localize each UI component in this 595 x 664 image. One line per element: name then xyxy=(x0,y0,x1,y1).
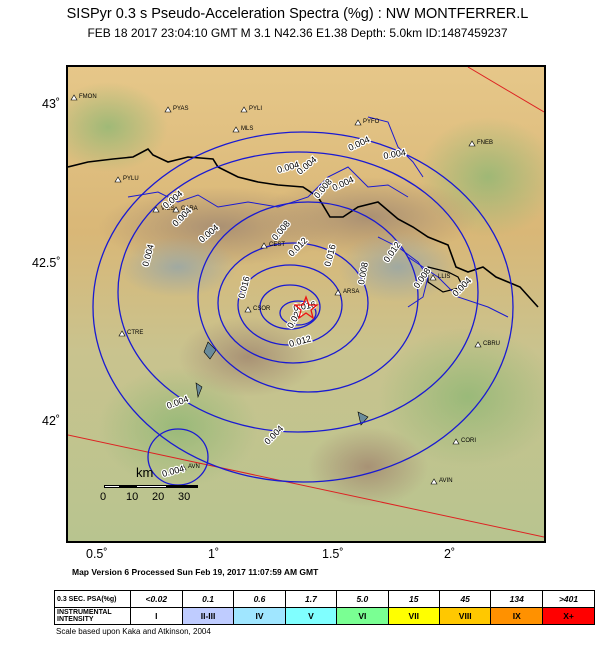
city-label: LLIS xyxy=(438,274,450,280)
scalebar-tick-10: 10 xyxy=(126,491,139,503)
terrain-map: FMON PYAS PYLI MLS PYFO FNEB PYLU VIES CARA CEST A… xyxy=(68,67,544,541)
city-marker-icon xyxy=(179,464,187,471)
city-label: ARSA xyxy=(343,289,359,295)
city-marker-icon xyxy=(430,478,438,485)
city-marker-icon xyxy=(354,119,362,126)
scale-note: Scale based upon Kaka and Atkinson, 2004 xyxy=(56,627,211,636)
city-marker-icon xyxy=(118,330,126,337)
city-marker-icon xyxy=(232,126,240,133)
legend-psa-row: 0.3 SEC. PSA(%g) <0.02 0.1 0.6 1.7 5.0 1… xyxy=(54,590,595,608)
city-label: FNEB xyxy=(477,140,493,146)
city-label: AVIN xyxy=(439,478,453,484)
legend-psa-value: >401 xyxy=(542,590,595,608)
legend-intensity-cell: II-III xyxy=(181,607,235,625)
city-marker-icon xyxy=(240,106,248,113)
legend-psa-value: 15 xyxy=(387,590,440,608)
city-label: PYAS xyxy=(173,106,189,112)
lat-label-42: 42˚ xyxy=(42,414,61,428)
city-marker-icon xyxy=(334,289,342,296)
scalebar: km 0 10 20 30 xyxy=(98,465,208,509)
legend-intensity-cell: X+ xyxy=(542,607,595,625)
lon-label-1-5: 1.5˚ xyxy=(322,547,344,561)
map-subtitle: FEB 18 2017 23:04:10 GMT M 3.1 N42.36 E1… xyxy=(87,26,508,40)
city-label: AVN xyxy=(188,464,200,470)
city-label: MLS xyxy=(241,126,253,132)
version-text: Map Version 6 Processed Sun Feb 19, 2017… xyxy=(72,567,319,577)
legend-psa-header: 0.3 SEC. PSA(%g) xyxy=(54,590,131,608)
city-marker-icon xyxy=(244,306,252,313)
city-marker-icon xyxy=(260,242,268,249)
intensity-legend: 0.3 SEC. PSA(%g) <0.02 0.1 0.6 1.7 5.0 1… xyxy=(54,590,595,625)
city-marker-icon xyxy=(114,176,122,183)
city-marker-icon xyxy=(468,140,476,147)
city-label: FMON xyxy=(79,94,97,100)
city-label: VIES xyxy=(161,206,175,212)
legend-psa-value: <0.02 xyxy=(129,590,183,608)
map-title: SISPyr 0.3 s Pseudo-Acceleration Spectra… xyxy=(66,6,529,22)
scalebar-tick-0: 0 xyxy=(100,491,107,503)
legend-psa-value: 134 xyxy=(490,590,544,608)
city-marker-icon xyxy=(70,94,78,101)
legend-intensity-cell: IV xyxy=(233,607,286,625)
city-label: PYLU xyxy=(123,176,139,182)
lon-label-2: 2˚ xyxy=(444,547,456,561)
legend-intensity-cell: VIII xyxy=(438,607,492,625)
city-marker-icon xyxy=(164,106,172,113)
legend-intensity-row: INSTRUMENTAL INTENSITY I II-III IV V VI … xyxy=(54,607,595,625)
city-label: CTRE xyxy=(127,330,143,336)
legend-psa-value: 5.0 xyxy=(336,590,389,608)
city-label: CORI xyxy=(461,438,476,444)
legend-psa-value: 0.6 xyxy=(233,590,286,608)
scalebar-tick-30: 30 xyxy=(178,491,191,503)
city-label: CARA xyxy=(181,206,198,212)
legend-psa-value: 0.1 xyxy=(181,590,235,608)
legend-psa-value: 45 xyxy=(438,590,492,608)
city-label: PYLI xyxy=(249,106,262,112)
city-marker-icon xyxy=(474,341,482,348)
legend-intensity-header: INSTRUMENTAL INTENSITY xyxy=(54,607,131,625)
city-label: CEST xyxy=(269,242,285,248)
scalebar-tick-20: 20 xyxy=(152,491,165,503)
legend-intensity-cell: IX xyxy=(490,607,544,625)
city-label: PYFO xyxy=(363,119,380,125)
legend-intensity-cell: VI xyxy=(336,607,389,625)
map-frame: FMON PYAS PYLI MLS PYFO FNEB PYLU VIES CARA CEST A… xyxy=(66,65,546,543)
lon-label-0-5: 0.5˚ xyxy=(86,547,108,561)
lat-label-42-5: 42.5˚ xyxy=(32,256,61,270)
city-label: CBRU xyxy=(483,341,500,347)
city-label: CSOR xyxy=(253,306,271,312)
city-marker-icon xyxy=(172,206,180,213)
lon-label-1: 1˚ xyxy=(208,547,220,561)
legend-intensity-cell: I xyxy=(129,607,183,625)
city-marker-icon xyxy=(429,274,437,281)
city-marker-icon xyxy=(452,438,460,445)
lat-label-43: 43˚ xyxy=(42,97,61,111)
legend-intensity-cell: VII xyxy=(387,607,440,625)
legend-psa-value: 1.7 xyxy=(284,590,338,608)
city-marker-icon xyxy=(152,206,160,213)
scalebar-label: km xyxy=(136,465,154,480)
epicenter-star-icon xyxy=(293,295,319,320)
legend-intensity-cell: V xyxy=(284,607,338,625)
